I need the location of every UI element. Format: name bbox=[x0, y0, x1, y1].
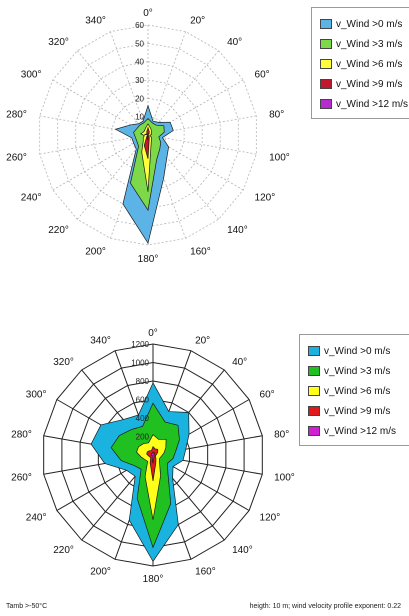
legend-label: v_Wind >6 m/s bbox=[336, 58, 403, 70]
legend-item: v_Wind >6 m/s bbox=[320, 54, 409, 74]
legend-swatch bbox=[308, 386, 320, 396]
wind-rose-chart-top: 10 20 30 40 50 60 0° 20° 40° 60° 80° 100° 120° 140° 16… bbox=[6, 8, 290, 265]
direction-label: 260° bbox=[6, 152, 27, 163]
legend-item: v_Wind >9 m/s bbox=[320, 74, 409, 94]
direction-label: 0° bbox=[148, 328, 158, 339]
direction-label: 40° bbox=[227, 37, 242, 48]
direction-label: 60° bbox=[260, 390, 275, 401]
radial-tick-label: 30 bbox=[135, 76, 144, 85]
radial-tick-label: 60 bbox=[135, 21, 144, 30]
series-area-1 bbox=[90, 382, 190, 563]
radial-tick-label: 40 bbox=[135, 58, 144, 67]
direction-label: 280° bbox=[11, 430, 32, 441]
direction-label: 160° bbox=[190, 247, 211, 258]
grid-ring bbox=[93, 79, 203, 191]
radial-tick-label: 400 bbox=[136, 414, 150, 423]
series-area-5 bbox=[147, 133, 149, 141]
radial-tick-label: 600 bbox=[136, 396, 150, 405]
series-area-5 bbox=[150, 451, 156, 464]
legend-swatch bbox=[320, 99, 332, 109]
legend-item: v_Wind >12 m/s bbox=[320, 94, 409, 114]
radial-tick-label: 1000 bbox=[131, 359, 149, 368]
legend-label: v_Wind >12 m/s bbox=[336, 98, 408, 110]
legend-swatch bbox=[320, 19, 332, 29]
direction-label: 180° bbox=[143, 574, 164, 585]
legend-label: v_Wind >6 m/s bbox=[324, 385, 391, 397]
direction-label: 240° bbox=[21, 193, 42, 204]
direction-label: 220° bbox=[48, 225, 69, 236]
legend-top: v_Wind >0 m/s v_Wind >3 m/s v_Wind >6 m/s v… bbox=[311, 7, 409, 119]
direction-label: 0° bbox=[143, 8, 153, 19]
direction-label: 20° bbox=[190, 15, 205, 26]
radial-tick-label: 200 bbox=[136, 433, 150, 442]
legend-label: v_Wind >0 m/s bbox=[324, 345, 391, 357]
direction-label: 180° bbox=[138, 254, 159, 265]
legend-swatch bbox=[308, 346, 320, 356]
legend-label: v_Wind >9 m/s bbox=[324, 405, 391, 417]
radial-tick-label: 1200 bbox=[131, 340, 149, 349]
direction-label: 100° bbox=[274, 472, 295, 483]
legend-item: v_Wind >0 m/s bbox=[320, 14, 409, 34]
legend-label: v_Wind >12 m/s bbox=[324, 425, 396, 437]
direction-label: 100° bbox=[269, 152, 290, 163]
legend-item: v_Wind >0 m/s bbox=[308, 341, 409, 361]
radial-tick-label: 10 bbox=[135, 113, 144, 122]
legend-label: v_Wind >3 m/s bbox=[324, 365, 391, 377]
footer-temperature: Tamb >-50°C bbox=[6, 603, 48, 610]
direction-label: 40° bbox=[232, 357, 247, 368]
direction-label: 120° bbox=[255, 193, 276, 204]
direction-label: 320° bbox=[53, 357, 74, 368]
legend-swatch bbox=[320, 79, 332, 89]
legend-label: v_Wind >0 m/s bbox=[336, 18, 403, 30]
legend-item: v_Wind >3 m/s bbox=[320, 34, 409, 54]
radial-tick-label: 20 bbox=[135, 94, 144, 103]
legend-item: v_Wind >3 m/s bbox=[308, 361, 409, 381]
radial-tick-label: 50 bbox=[135, 39, 144, 48]
direction-label: 200° bbox=[90, 567, 111, 578]
legend-swatch bbox=[308, 426, 320, 436]
legend-label: v_Wind >3 m/s bbox=[336, 38, 403, 50]
direction-label: 300° bbox=[21, 70, 42, 81]
direction-label: 120° bbox=[260, 513, 281, 524]
direction-label: 80° bbox=[274, 430, 289, 441]
grid-spoke bbox=[147, 31, 186, 136]
series-area-3 bbox=[136, 434, 167, 520]
legend-swatch bbox=[320, 39, 332, 49]
footer-height-info: heigth: 10 m; wind velocity profile expo… bbox=[249, 603, 401, 610]
direction-label: 280° bbox=[6, 110, 27, 121]
direction-label: 320° bbox=[48, 37, 69, 48]
direction-label: 140° bbox=[232, 545, 253, 556]
direction-label: 140° bbox=[227, 225, 248, 236]
direction-label: 20° bbox=[195, 335, 210, 346]
legend-swatch bbox=[308, 406, 320, 416]
direction-label: 220° bbox=[53, 545, 74, 556]
direction-label: 240° bbox=[26, 513, 47, 524]
legend-item: v_Wind >6 m/s bbox=[308, 381, 409, 401]
legend-swatch bbox=[320, 59, 332, 69]
direction-label: 340° bbox=[85, 15, 106, 26]
grid-ring bbox=[57, 42, 239, 228]
legend-swatch bbox=[308, 366, 320, 376]
legend-label: v_Wind >9 m/s bbox=[336, 78, 403, 90]
radial-tick-label: 800 bbox=[136, 377, 150, 386]
direction-label: 300° bbox=[26, 390, 47, 401]
series-area-4 bbox=[146, 446, 159, 481]
direction-label: 80° bbox=[269, 110, 284, 121]
direction-label: 200° bbox=[85, 247, 106, 258]
legend-item: v_Wind >12 m/s bbox=[308, 421, 409, 441]
legend-item: v_Wind >9 m/s bbox=[308, 401, 409, 421]
direction-label: 260° bbox=[11, 472, 32, 483]
direction-label: 60° bbox=[255, 70, 270, 81]
direction-label: 340° bbox=[90, 335, 111, 346]
legend-bottom: v_Wind >0 m/s v_Wind >3 m/s v_Wind >6 m/s v… bbox=[299, 334, 409, 446]
direction-label: 160° bbox=[195, 567, 216, 578]
